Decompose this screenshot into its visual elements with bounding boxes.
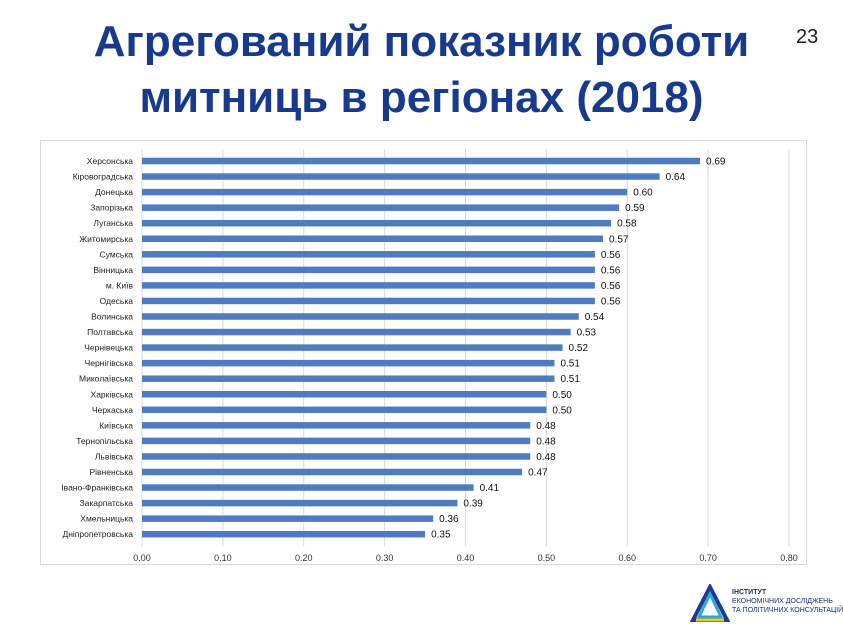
data-label: 0.58 <box>617 219 637 230</box>
category-label: Сумська <box>100 249 134 259</box>
bar <box>142 219 612 227</box>
bar <box>142 468 523 476</box>
bar <box>142 391 547 398</box>
bar <box>142 344 563 351</box>
category-label: Вінницька <box>93 265 133 275</box>
category-label: Полтавська <box>87 327 133 337</box>
bar-chart: 0.00 0.10 0.20 0.30 0.40 0.50 0.60 0.70 0.80 Херс… <box>61 149 798 563</box>
bar <box>142 453 531 460</box>
category-label: Запорізька <box>90 203 133 213</box>
data-label: 0.48 <box>536 452 556 463</box>
logo-text-line3: ТА ПОЛІТИЧНИХ КОНСУЛЬТАЦІЙ <box>732 607 843 614</box>
data-label: 0.36 <box>439 514 459 525</box>
logo-text-line1: ІНСТИТУТ <box>732 589 767 596</box>
category-label: Рівненська <box>89 467 133 477</box>
data-label: 0.48 <box>536 421 556 432</box>
category-label: Дніпропетровська <box>62 529 133 539</box>
data-label: 0.64 <box>666 172 686 183</box>
bar <box>142 251 595 258</box>
category-label: м. Київ <box>106 280 134 290</box>
bar <box>142 406 547 414</box>
x-tick-label: 0.30 <box>376 553 394 563</box>
bar <box>142 313 579 320</box>
x-tick-label: 0.00 <box>133 553 151 563</box>
bar <box>142 499 458 507</box>
data-label: 0.39 <box>463 499 483 510</box>
x-tick-label: 0.10 <box>214 553 232 563</box>
bar <box>142 157 701 165</box>
bar <box>142 422 531 429</box>
slide-title-line2: митниць в регіонах (2018) <box>139 73 704 122</box>
category-label: Чернівецька <box>84 343 133 353</box>
x-tick-label: 0.50 <box>538 553 556 563</box>
bar <box>142 328 571 336</box>
bar <box>142 359 555 367</box>
category-label: Тернопільська <box>76 436 133 446</box>
data-label: 0.56 <box>601 296 621 307</box>
logo-triangle-icon <box>690 584 730 622</box>
page-number: 23 <box>796 26 819 48</box>
category-label: Луганська <box>93 218 133 228</box>
bar <box>142 515 434 522</box>
category-label: Волинська <box>91 312 133 322</box>
category-label: Київська <box>99 420 133 430</box>
bar <box>142 266 595 274</box>
data-label: 0.35 <box>431 530 451 541</box>
data-label: 0.56 <box>601 281 621 292</box>
institute-logo: ІНСТИТУТ ЕКОНОМІЧНИХ ДОСЛІДЖЕНЬ ТА ПОЛІТ… <box>690 584 843 628</box>
category-label: Житомирська <box>79 234 133 244</box>
slide-title-line1: Агрегований показник роботи <box>93 17 750 66</box>
bar <box>142 173 660 180</box>
category-label: Херсонська <box>87 156 133 166</box>
data-label: 0.47 <box>528 468 548 479</box>
x-tick-label: 0.80 <box>780 553 798 563</box>
category-label: Черкаська <box>92 405 133 415</box>
bar <box>142 188 628 196</box>
data-label: 0.48 <box>536 436 556 447</box>
bar <box>142 437 531 445</box>
bar <box>142 235 603 242</box>
category-label: Чернігівська <box>85 358 134 368</box>
data-label: 0.50 <box>552 405 572 416</box>
data-label: 0.69 <box>706 157 726 168</box>
x-tick-label: 0.70 <box>699 553 717 563</box>
bar <box>142 297 595 305</box>
data-label: 0.57 <box>609 234 629 245</box>
data-label: 0.56 <box>601 265 621 276</box>
data-label: 0.59 <box>625 203 645 214</box>
slide-title: Агрегований показник роботи митниць в ре… <box>0 14 843 126</box>
bar <box>142 375 555 382</box>
category-label: Кіровоградська <box>73 172 134 182</box>
data-label: 0.51 <box>560 359 580 370</box>
bar <box>142 204 620 211</box>
category-label: Одеська <box>100 296 134 306</box>
data-label: 0.56 <box>601 250 621 261</box>
chart-container: 0.00 0.10 0.20 0.30 0.40 0.50 0.60 0.70 0.80 Херс… <box>40 140 807 565</box>
category-label: Харківська <box>91 389 134 399</box>
logo-text: ІНСТИТУТ ЕКОНОМІЧНИХ ДОСЛІДЖЕНЬ ТА ПОЛІТ… <box>732 588 843 615</box>
data-label: 0.52 <box>569 343 589 354</box>
category-label: Хмельницька <box>80 514 133 524</box>
data-label: 0.54 <box>585 312 605 323</box>
bar <box>142 530 426 538</box>
x-tick-label: 0.40 <box>457 553 475 563</box>
category-label: Львівська <box>95 451 133 461</box>
x-tick-label: 0.60 <box>618 553 636 563</box>
data-label: 0.51 <box>560 374 580 385</box>
data-label: 0.53 <box>577 328 597 339</box>
category-label: Донецька <box>95 187 133 197</box>
bar <box>142 282 595 289</box>
bar <box>142 484 474 491</box>
category-label: Закарпатська <box>80 498 134 508</box>
x-tick-label: 0.20 <box>295 553 313 563</box>
data-label: 0.50 <box>552 390 572 401</box>
logo-text-line2: ЕКОНОМІЧНИХ ДОСЛІДЖЕНЬ <box>732 598 833 605</box>
category-label: Івано-Франківська <box>61 483 133 493</box>
data-label: 0.41 <box>480 483 500 494</box>
category-label: Миколаївська <box>79 374 133 384</box>
data-label: 0.60 <box>633 188 653 199</box>
